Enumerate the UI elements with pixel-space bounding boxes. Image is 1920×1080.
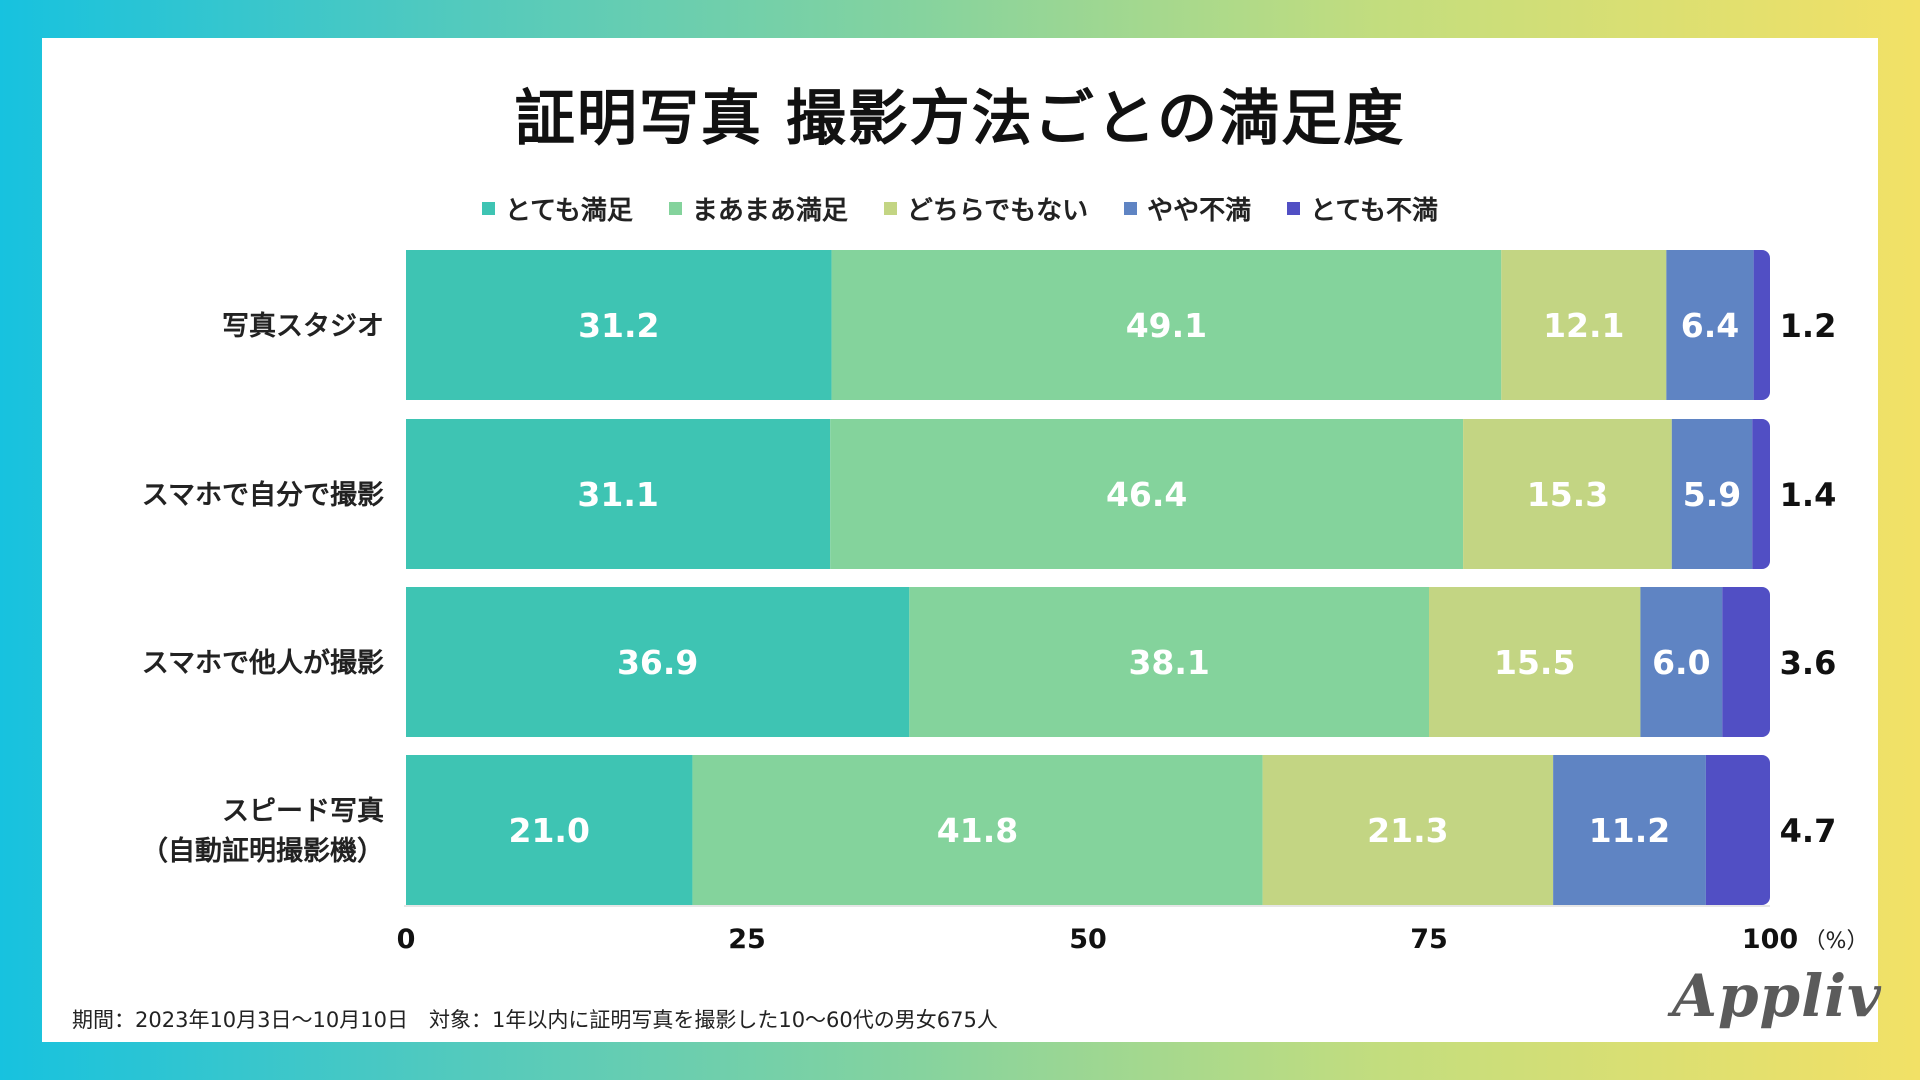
- legend-swatch: [1124, 202, 1138, 215]
- x-tick-label: 75: [1410, 924, 1448, 955]
- chart-title: 証明写真 撮影方法ごとの満足度: [514, 84, 1406, 154]
- category-label: 写真スタジオ: [222, 311, 384, 342]
- outside-value-label: 1.4: [1780, 476, 1837, 514]
- legend-swatch: [668, 202, 682, 215]
- bar-segment: [1753, 250, 1770, 400]
- bar-segment: [406, 755, 693, 905]
- bar-value-label: 5.9: [1683, 475, 1741, 514]
- x-axis-unit: （%）: [1804, 929, 1869, 954]
- bar-segment: [1463, 419, 1672, 569]
- bar-value-label: 6.4: [1681, 306, 1739, 345]
- legend-label: まあまあ満足: [691, 196, 848, 226]
- bar-segment: [406, 250, 832, 400]
- bar-segment: [1501, 250, 1667, 400]
- bar-value-label: 49.1: [1126, 306, 1207, 345]
- bar-value-label: 38.1: [1128, 643, 1209, 682]
- legend-item-somewhat-dissatisfied: やや不満: [1124, 190, 1251, 227]
- bar-segment: [830, 419, 1464, 569]
- outside-value-label: 1.2: [1780, 307, 1837, 345]
- bar-segment: [1722, 587, 1770, 737]
- category-label: （自動証明撮影機）: [141, 835, 384, 867]
- legend-item-somewhat-satisfied: まあまあ満足: [668, 190, 848, 227]
- bar-value-label: 21.0: [509, 811, 590, 850]
- bar-segment: [406, 587, 910, 737]
- bar-value-label: 21.3: [1367, 811, 1448, 850]
- category-label: スマホで自分で撮影: [142, 479, 384, 511]
- bar-value-label: 31.2: [578, 306, 659, 345]
- bar-segment: [1640, 587, 1723, 737]
- bar-segment: [909, 587, 1429, 737]
- footnote: 期間：2023年10月3日〜10月10日 対象：1年以内に証明写真を撮影した10…: [72, 1008, 998, 1032]
- x-tick-label: 25: [728, 924, 766, 955]
- legend-swatch: [481, 202, 495, 215]
- legend-label: どちらでもない: [906, 196, 1089, 226]
- legend-label: とても満足: [504, 196, 633, 226]
- x-tick-label: 50: [1069, 924, 1107, 955]
- bar-segment: [406, 419, 831, 569]
- legend-item-neutral: どちらでもない: [883, 190, 1089, 227]
- bar-value-label: 6.0: [1652, 643, 1710, 682]
- bar-segment: [1553, 755, 1706, 905]
- bar-segment: [1752, 419, 1770, 569]
- bar-segment: [1262, 755, 1554, 905]
- legend-item-very-satisfied: とても満足: [481, 190, 633, 227]
- category-label: スピード写真: [222, 796, 384, 827]
- bar-value-label: 15.5: [1494, 643, 1575, 682]
- x-tick-label: 100: [1742, 924, 1798, 955]
- bar-segment: [1705, 755, 1770, 905]
- legend-label: とても不満: [1310, 196, 1439, 226]
- outside-value-label: 4.7: [1780, 812, 1837, 850]
- outside-value-label: 3.6: [1780, 644, 1837, 682]
- category-label: スマホで他人が撮影: [142, 647, 384, 679]
- bar-segment: [831, 250, 1502, 400]
- bar-segment: [1666, 250, 1754, 400]
- bar-value-label: 12.1: [1543, 306, 1624, 345]
- bar-value-label: 15.3: [1527, 475, 1608, 514]
- bar-value-label: 11.2: [1589, 811, 1670, 850]
- legend-item-very-dissatisfied: とても不満: [1287, 190, 1438, 227]
- applive-logo: Appliv: [1672, 962, 1882, 1030]
- bar-value-label: 46.4: [1106, 475, 1187, 514]
- bar-value-label: 41.8: [937, 811, 1018, 850]
- chart-legend: とても満足 まあまあ満足 どちらでもない やや不満 とても不満: [0, 190, 1920, 227]
- bar-segment: [692, 755, 1263, 905]
- bar-value-label: 36.9: [617, 643, 698, 682]
- bar-segment: [1429, 587, 1641, 737]
- legend-swatch: [883, 202, 897, 215]
- legend-label: やや不満: [1147, 196, 1252, 226]
- bar-value-label: 31.1: [577, 475, 658, 514]
- x-tick-label: 0: [397, 924, 416, 955]
- legend-swatch: [1287, 202, 1301, 215]
- bar-segment: [1671, 419, 1753, 569]
